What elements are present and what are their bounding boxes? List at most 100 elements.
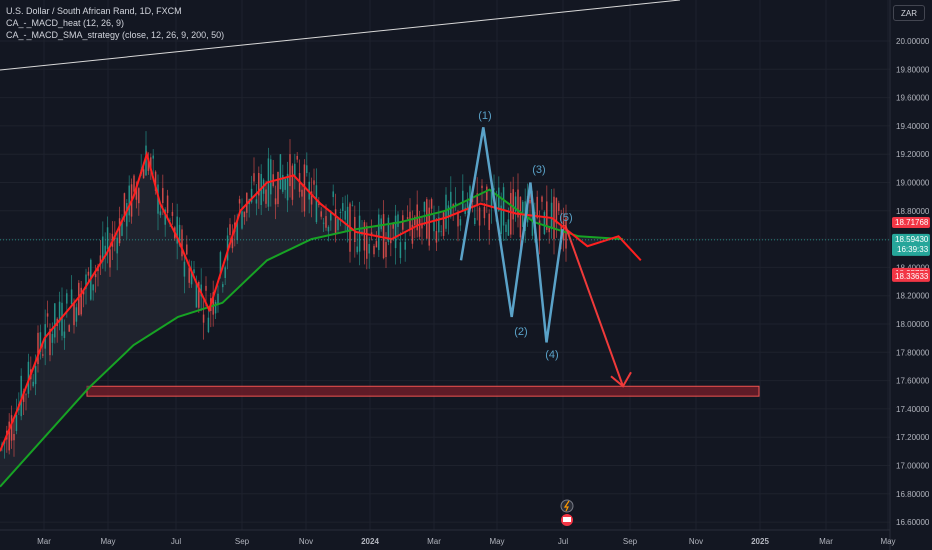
candle [284, 177, 286, 199]
candle [440, 225, 442, 237]
time-tick-label: 2025 [751, 537, 769, 546]
candle [32, 374, 34, 388]
candle [181, 225, 183, 261]
candle [373, 243, 375, 258]
currency-button[interactable]: ZAR [893, 5, 925, 21]
price-tick-label: 19.20000 [896, 150, 930, 159]
candle [116, 229, 118, 271]
price-tick-label: 16.80000 [896, 490, 930, 499]
candle [387, 214, 390, 246]
price-label-box [892, 216, 930, 228]
candle [294, 153, 296, 190]
indicator-macd-sma-strategy[interactable]: CA_-_MACD_SMA_strategy (close, 12, 26, 9… [6, 30, 225, 40]
price-tick-label: 19.80000 [896, 65, 930, 74]
time-tick-label: Nov [689, 537, 703, 546]
candle [423, 201, 426, 226]
candle [380, 214, 382, 232]
trend-line [0, 0, 681, 71]
candle [510, 181, 512, 239]
price-label: 18.33633 [895, 272, 929, 281]
candle [214, 299, 217, 319]
time-tick-label: May [880, 537, 895, 546]
wave-label: (1) [478, 110, 491, 122]
candle [291, 163, 294, 206]
candle [505, 221, 507, 241]
candle [346, 194, 349, 243]
candle [351, 200, 354, 207]
price-tick-label: 19.60000 [896, 94, 930, 103]
candle [222, 281, 224, 293]
candle [27, 353, 30, 398]
price-tick-label: 19.40000 [896, 122, 930, 131]
candle [339, 208, 342, 227]
candle [322, 218, 325, 232]
candle [536, 190, 538, 220]
candle [46, 300, 49, 328]
candle [553, 188, 555, 255]
candle [265, 180, 267, 208]
candle [433, 205, 435, 240]
wave-label: (2) [514, 326, 527, 338]
candle [183, 255, 186, 294]
candle [20, 368, 22, 421]
candle [327, 225, 330, 242]
candle [514, 192, 517, 222]
candle [457, 209, 459, 242]
candle [310, 177, 313, 218]
candle [207, 307, 210, 334]
candle [202, 300, 205, 340]
ema-fast-line [0, 150, 642, 452]
candle [296, 152, 298, 163]
time-tick-label: Mar [819, 537, 833, 546]
flag-icon [563, 517, 571, 522]
candle [49, 323, 51, 362]
candle [450, 176, 452, 219]
candle [87, 267, 90, 282]
time-tick-label: Nov [299, 537, 313, 546]
candle [356, 232, 358, 255]
time-tick-label: Sep [623, 537, 638, 546]
candle [476, 177, 478, 221]
candle [313, 168, 315, 195]
candle [104, 232, 106, 272]
wave-line [459, 127, 564, 343]
candle [255, 183, 258, 216]
candle [39, 324, 42, 360]
candle [478, 205, 481, 242]
wave-label: (4) [545, 349, 558, 361]
price-tick-label: 17.80000 [896, 348, 930, 357]
candle [68, 323, 70, 332]
candle [421, 216, 423, 245]
price-label-countdown: 16:39:33 [897, 245, 929, 254]
candle [128, 175, 130, 223]
candle [411, 210, 414, 249]
price-tick-label: 17.60000 [896, 377, 930, 386]
candle [366, 222, 368, 270]
candle [279, 154, 282, 190]
candle [289, 139, 291, 198]
candle [548, 227, 550, 244]
candle [550, 188, 553, 239]
candle [92, 284, 94, 301]
symbol-title[interactable]: U.S. Dollar / South African Rand, 1D, FX… [6, 6, 182, 16]
candle [63, 319, 66, 350]
candles [1, 131, 567, 459]
indicator-macd-heat[interactable]: CA_-_MACD_heat (12, 26, 9) [6, 18, 125, 28]
candle [258, 166, 260, 209]
candle [274, 185, 277, 220]
candle [390, 224, 392, 257]
candle [370, 219, 373, 241]
candle [428, 199, 430, 251]
candle [430, 197, 433, 215]
time-tick-label: Jul [558, 537, 568, 546]
time-tick-label: Mar [37, 537, 51, 546]
candle [474, 206, 476, 226]
candle [54, 303, 56, 344]
candle [538, 210, 541, 255]
candle [10, 405, 13, 449]
candle [320, 207, 322, 220]
candle [488, 209, 490, 245]
candle [382, 200, 385, 260]
candle [159, 205, 162, 218]
